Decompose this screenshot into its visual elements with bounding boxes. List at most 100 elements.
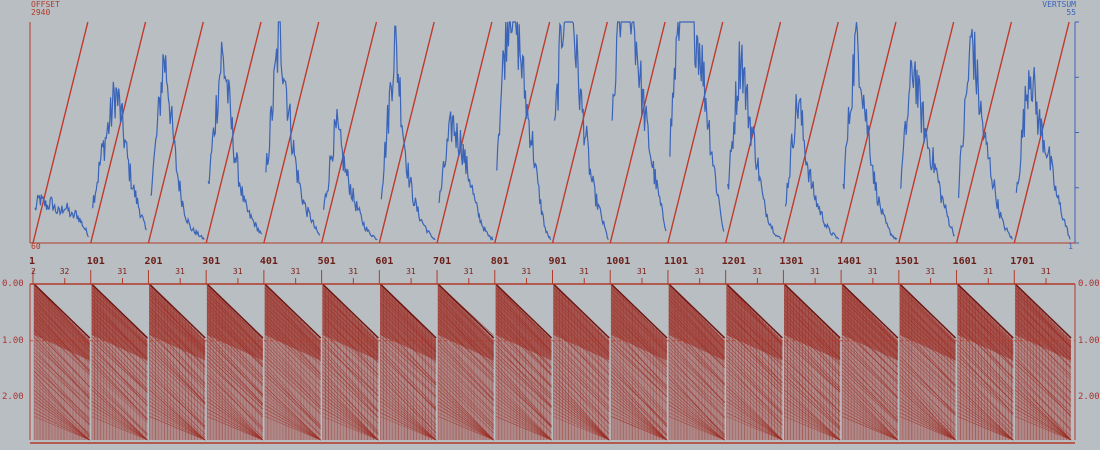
sub-tick-label: 31 [636, 267, 647, 276]
reflector [1015, 302, 1072, 355]
reflector [264, 336, 321, 400]
reflector [264, 302, 321, 357]
reflector [841, 382, 899, 441]
reflector [841, 321, 899, 375]
reflector [437, 393, 494, 441]
offset-ramp [147, 21, 204, 244]
trace-number: 701 [433, 256, 452, 267]
offset-ramp [90, 21, 147, 244]
reflector [841, 393, 899, 441]
sub-tick-label: 31 [117, 267, 128, 276]
vertsum-gather-1 [34, 194, 89, 238]
vertsum-gather-17 [958, 28, 1013, 240]
reflector [611, 412, 668, 441]
reflector [726, 389, 783, 441]
reflector [380, 397, 437, 441]
reflector [264, 314, 321, 374]
reflector [495, 366, 552, 428]
reflector [841, 366, 899, 422]
reflector [495, 287, 552, 341]
seismic-gather-5 [264, 283, 322, 441]
reflector [611, 295, 668, 348]
reflector [495, 355, 552, 409]
reflector [322, 314, 379, 376]
sub-tick-label: 31 [925, 267, 936, 276]
seismic-gather-16 [899, 283, 957, 441]
reflector [726, 287, 783, 346]
seismic-gather-18 [1014, 283, 1072, 441]
reflector [841, 404, 898, 441]
sub-tick-label: 31 [232, 267, 243, 276]
reflector [726, 332, 783, 387]
seismic-gather-6 [322, 283, 379, 441]
gather-wedge [264, 284, 321, 361]
reflector [1015, 404, 1072, 441]
reflector [322, 359, 379, 413]
first-break [899, 283, 957, 339]
reflector [322, 351, 379, 412]
reflector [495, 389, 552, 441]
reflector [495, 310, 552, 369]
reflector [322, 400, 379, 441]
reflector [1015, 321, 1072, 376]
first-break [610, 283, 668, 339]
reflector [380, 332, 437, 385]
first-break [322, 283, 379, 339]
vertsum-axis-title: VERTSUM [1042, 0, 1076, 9]
reflector [726, 412, 783, 441]
reflector [495, 416, 552, 441]
reflector [841, 363, 899, 421]
reflector [437, 351, 494, 406]
reflector [495, 408, 552, 441]
sub-tick-label: 31 [406, 267, 416, 276]
reflector [1015, 317, 1072, 378]
reflector [611, 385, 668, 441]
reflector [380, 385, 437, 441]
sub-tick-label: 31 [348, 267, 358, 276]
reflector [611, 393, 668, 441]
reflector [437, 336, 494, 396]
reflector [726, 329, 783, 383]
time-label-right: 2.00 [1078, 392, 1100, 403]
reflector [611, 310, 668, 371]
reflector [322, 397, 379, 441]
reflector [264, 389, 321, 441]
reflector [380, 416, 437, 441]
reflector [380, 325, 437, 383]
reflector [149, 374, 206, 428]
reflector [322, 295, 379, 348]
reflector [322, 374, 379, 432]
reflector [437, 416, 494, 441]
vertsum-gather-7 [380, 25, 436, 241]
reflector [322, 412, 379, 441]
trace-number: 601 [375, 256, 394, 267]
reflector [841, 378, 899, 436]
vertsum-gather-13 [727, 41, 782, 240]
reflector [322, 389, 379, 441]
reflector [611, 355, 668, 417]
reflector [264, 359, 321, 415]
reflector [611, 336, 668, 390]
reflector [322, 366, 379, 424]
reflector [264, 408, 321, 441]
reflector [841, 340, 899, 398]
reflector [611, 344, 668, 397]
reflector [437, 355, 494, 413]
reflector [495, 412, 552, 441]
reflector [437, 329, 494, 383]
reflector [726, 302, 783, 365]
reflector [495, 382, 552, 440]
reflector [149, 317, 206, 372]
offset-ramp [782, 21, 839, 244]
sub-tick-label: 2 [31, 267, 36, 276]
reflector [264, 412, 321, 441]
sub-tick-label: 31 [290, 267, 301, 276]
reflector [726, 298, 783, 359]
reflector [149, 408, 206, 441]
reflector [149, 355, 206, 409]
reflector [495, 385, 552, 441]
reflector [322, 310, 379, 362]
reflector [495, 359, 552, 415]
reflector [264, 397, 321, 441]
